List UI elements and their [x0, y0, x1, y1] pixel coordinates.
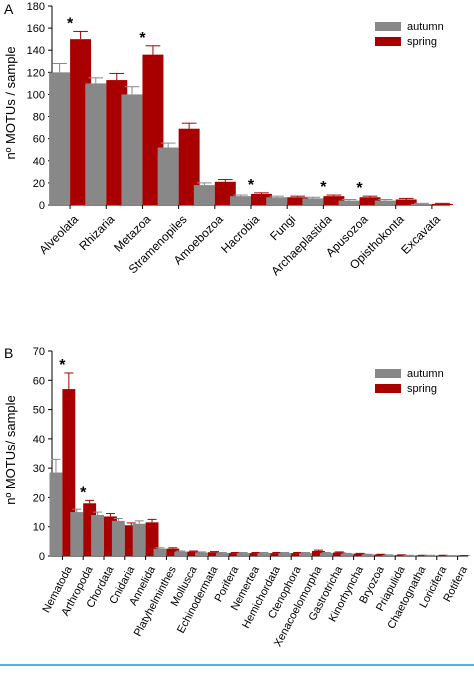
y-tick-label: 60 — [33, 134, 45, 146]
y-tick-label: 20 — [33, 492, 45, 504]
legend-swatch-autumn — [375, 22, 401, 31]
bar-autumn — [85, 83, 106, 205]
significance-star: * — [248, 177, 255, 194]
bar-autumn — [299, 553, 312, 556]
bar-autumn — [302, 198, 323, 205]
y-tick-label: 160 — [27, 23, 45, 35]
bar-autumn — [341, 554, 354, 556]
bar-autumn — [362, 555, 375, 556]
x-tick-label: Alveolata — [36, 212, 81, 257]
significance-star: * — [139, 30, 146, 47]
y-tick-label: 10 — [33, 522, 45, 534]
bar-autumn — [174, 552, 187, 556]
y-tick-label: 120 — [27, 67, 45, 79]
y-tick-label: 180 — [27, 1, 45, 13]
bar-autumn — [266, 197, 287, 205]
bar-autumn — [411, 204, 432, 205]
y-tick-label: 140 — [27, 45, 45, 57]
bar-autumn — [158, 148, 179, 205]
legend-swatch-autumn — [375, 369, 401, 378]
bar-autumn — [194, 185, 215, 205]
y-tick-label: 100 — [27, 89, 45, 101]
significance-star: * — [356, 180, 363, 197]
bar-autumn — [91, 515, 104, 556]
bar-autumn — [339, 201, 360, 205]
x-tick-label: Fungi — [267, 212, 298, 243]
y-tick-label: 30 — [33, 463, 45, 475]
bar-autumn — [216, 553, 229, 556]
y-tick-label: 60 — [33, 375, 45, 387]
legend-label-spring: spring — [407, 36, 437, 48]
x-tick-label: Rhizaria — [76, 212, 117, 253]
significance-star: * — [59, 357, 66, 374]
bar-autumn — [230, 196, 251, 205]
x-tick-label: Hacrobia — [218, 212, 262, 256]
panel-b-ylabel: nº MOTUs/ sample — [3, 395, 18, 505]
bottom-rule — [0, 664, 474, 666]
bar-spring — [432, 204, 453, 205]
y-tick-label: 0 — [39, 551, 45, 563]
y-tick-label: 70 — [33, 346, 45, 358]
bar-autumn — [237, 553, 250, 556]
legend-label-autumn: autumn — [407, 368, 444, 380]
bar-autumn — [133, 524, 146, 556]
bar-autumn — [112, 521, 125, 556]
bar-autumn — [375, 201, 396, 205]
bar-autumn — [320, 553, 333, 556]
x-tick-label: Excavata — [398, 212, 443, 257]
bar-autumn — [195, 552, 208, 556]
panel-b-plot: 010203040506070*Nematoda*ArthropodaChord… — [33, 346, 471, 649]
bar-autumn — [258, 553, 271, 556]
bar-autumn — [50, 473, 63, 556]
panel-a-label: A — [4, 1, 14, 17]
bar-autumn — [278, 553, 291, 556]
bar-autumn — [154, 549, 167, 556]
legend-label-autumn: autumn — [407, 21, 444, 33]
y-tick-label: 0 — [39, 200, 45, 212]
legend-swatch-spring — [375, 37, 401, 46]
legend-label-spring: spring — [407, 383, 437, 395]
panel-a-plot: 0 20 40 60 80 100 120 140 160 180 * AlveolataRhizar… — [27, 1, 453, 278]
bar-autumn — [49, 72, 70, 205]
significance-star: * — [320, 179, 327, 196]
bar-autumn — [121, 94, 142, 205]
significance-star: * — [67, 15, 74, 32]
y-tick-label: 40 — [33, 156, 45, 168]
y-tick-label: 50 — [33, 405, 45, 417]
bar-autumn — [70, 512, 83, 556]
y-tick-label: 40 — [33, 434, 45, 446]
panel-b-label: B — [4, 345, 13, 361]
panel-a-ylabel: nº MOTUs / sample — [3, 46, 18, 159]
y-tick-label: 80 — [33, 112, 45, 124]
significance-star: * — [80, 484, 87, 501]
legend-swatch-spring — [375, 384, 401, 393]
y-tick-label: 20 — [33, 178, 45, 190]
